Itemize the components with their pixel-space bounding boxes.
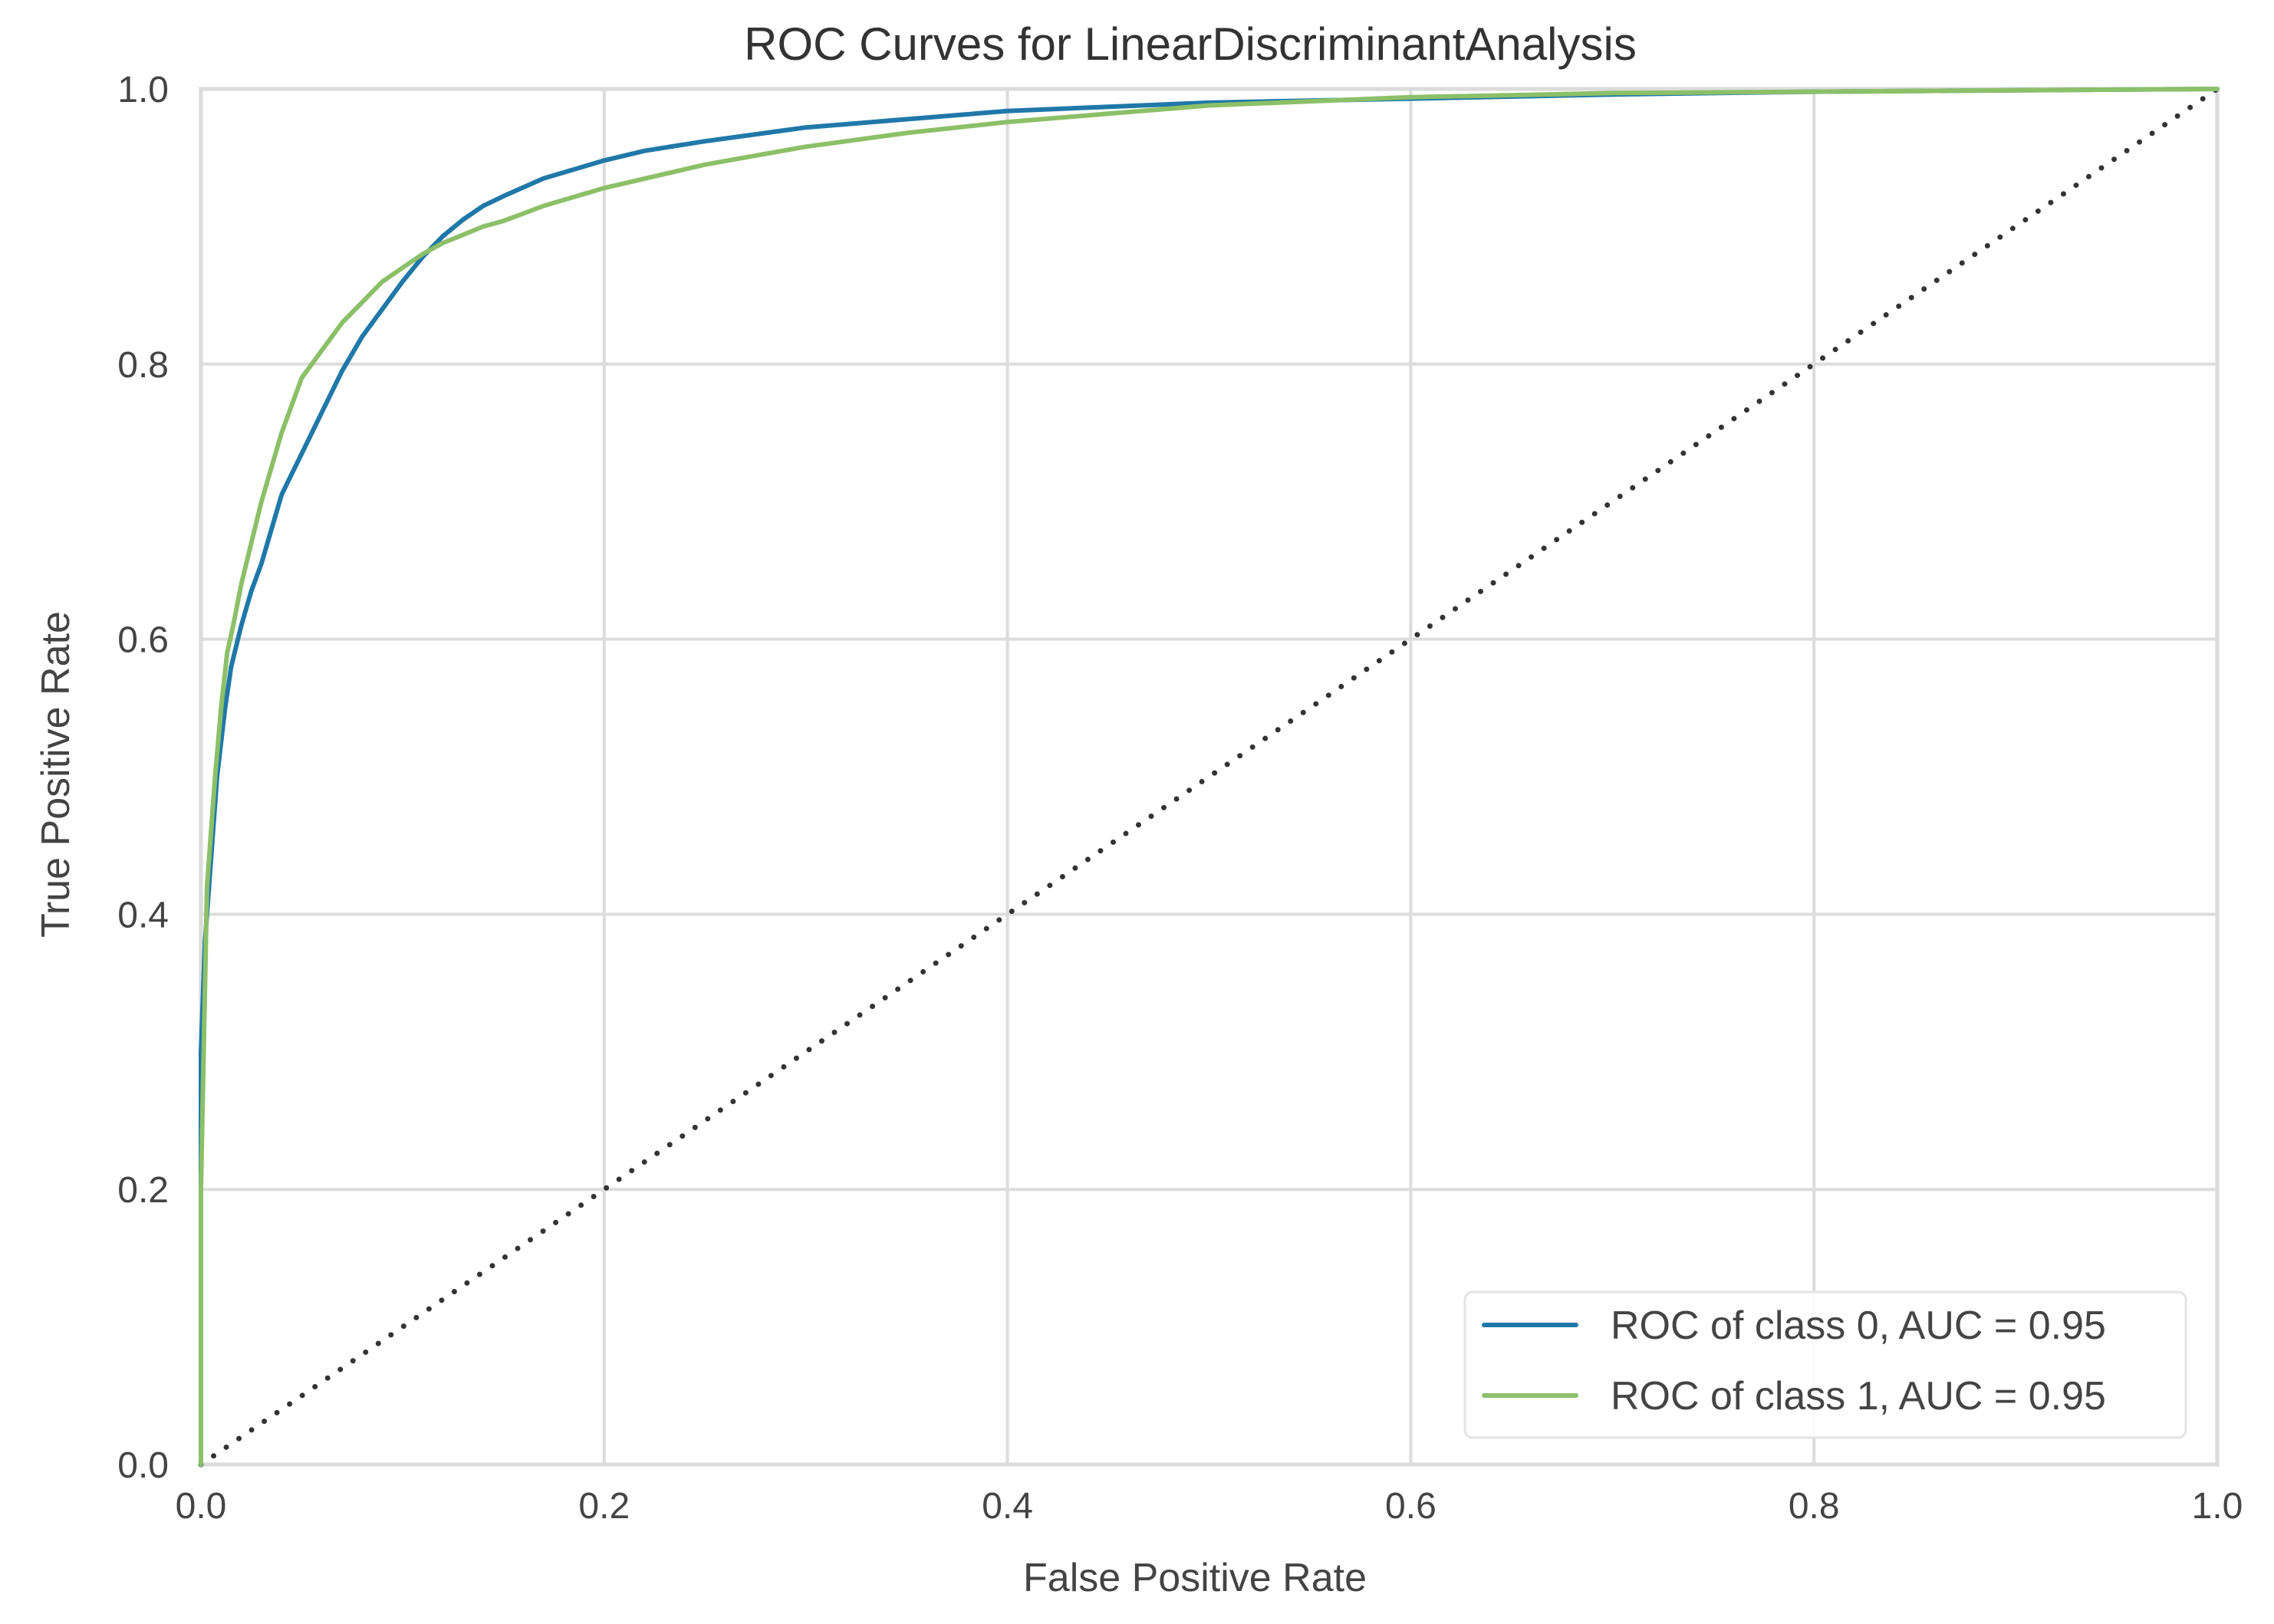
tick-labels: 0.0 0.2 0.4 0.6 0.8 1.0 0.0 0.2 0.4 0.6 0.8 1.0 (117, 70, 2243, 1527)
x-tick-label: 1.0 (2192, 1486, 2243, 1527)
roc-curve-class-0 (199, 87, 2220, 1467)
roc-curve-class-1 (199, 87, 2220, 1467)
x-tick-label: 0.2 (578, 1486, 630, 1527)
legend: ROC of class 0, AUC = 0.95 ROC of class … (1463, 1290, 2187, 1439)
x-tick-label: 0.0 (176, 1486, 227, 1527)
roc-curves (199, 87, 2220, 1467)
y-axis-label: True Positive Rate (34, 611, 78, 938)
legend-label-class-0: ROC of class 0, AUC = 0.95 (1611, 1303, 2106, 1348)
y-tick-label: 0.8 (117, 345, 169, 386)
plot-area (199, 87, 2220, 1467)
x-tick-label: 0.8 (1789, 1486, 1840, 1527)
legend-box (1463, 1290, 2187, 1439)
y-tick-label: 1.0 (117, 70, 169, 110)
x-axis-label: False Positive Rate (1023, 1556, 1367, 1600)
x-tick-label: 0.6 (1385, 1486, 1436, 1527)
y-tick-label: 0.6 (117, 620, 169, 661)
y-tick-label: 0.0 (117, 1445, 169, 1486)
y-tick-label: 0.4 (117, 895, 169, 935)
chart-title: ROC Curves for LinearDiscriminantAnalysi… (744, 18, 1637, 70)
legend-label-class-1: ROC of class 1, AUC = 0.95 (1611, 1374, 2106, 1419)
x-tick-label: 0.4 (982, 1486, 1033, 1527)
y-tick-label: 0.2 (117, 1170, 169, 1211)
